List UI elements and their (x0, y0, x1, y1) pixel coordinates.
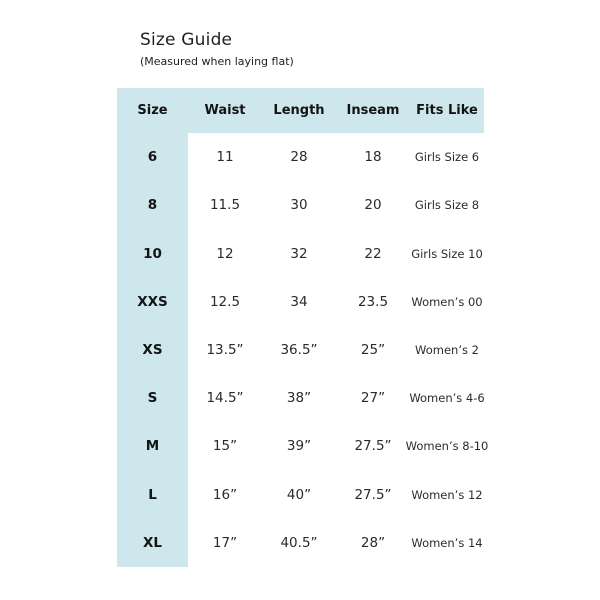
table-cell: 27.5” (336, 422, 410, 471)
table-cell: 40.5” (262, 518, 336, 567)
page-subtitle: (Measured when laying flat) (140, 55, 294, 68)
table-cell: 34 (262, 277, 336, 326)
table-cell: 13.5” (188, 325, 262, 375)
table-cell: 12.5 (188, 277, 262, 326)
table-cell: 25” (336, 325, 410, 375)
size-guide-table: Size Waist Length Inseam Fits Like 6 11 28 18 Gir… (117, 88, 488, 567)
row-label-s: S (117, 374, 188, 423)
table-cell: 23.5 (336, 277, 410, 326)
table-cell: 17” (188, 518, 262, 567)
table-cell: 14.5” (188, 374, 262, 423)
row-label-10: 10 (117, 229, 188, 278)
table-cell: 36.5” (262, 325, 336, 375)
column-header-inseam: Inseam (336, 88, 410, 133)
row-label-8: 8 (117, 181, 188, 230)
table-cell: Girls Size 10 (410, 229, 484, 278)
table-cell: Women’s 4-6 (409, 374, 485, 423)
table-cell: 28” (336, 518, 410, 567)
column-header-fits-like: Fits Like (410, 88, 484, 133)
row-label-m: M (117, 422, 188, 471)
table-cell: 27.5” (336, 470, 410, 519)
column-header-length: Length (262, 88, 336, 133)
table-cell: 12 (188, 229, 262, 278)
table-cell: 22 (336, 229, 410, 278)
table-cell: Women’s 14 (410, 518, 484, 567)
row-label-xl: XL (117, 518, 188, 567)
row-label-l: L (117, 470, 188, 519)
title-block: Size Guide (Measured when laying flat) (140, 30, 294, 68)
table-cell: Women’s 2 (410, 325, 484, 375)
column-header-waist: Waist (188, 88, 262, 133)
row-label-xs: XS (117, 325, 188, 375)
table-cell: Girls Size 6 (410, 133, 484, 182)
table-cell: 11.5 (188, 181, 262, 230)
table-cell: 39” (262, 422, 336, 471)
column-header-size: Size (117, 88, 188, 133)
page-title: Size Guide (140, 30, 233, 50)
table-cell: 20 (336, 181, 410, 230)
table-cell: 28 (262, 133, 336, 182)
row-label-6: 6 (117, 133, 188, 182)
table-cell: 27” (336, 374, 410, 423)
table-cell: 18 (336, 133, 410, 182)
table-cell: 11 (188, 133, 262, 182)
table-cell: 30 (262, 181, 336, 230)
table-cell: Women’s 12 (410, 470, 484, 519)
table-cell: 16” (188, 470, 262, 519)
table-cell: 40” (262, 470, 336, 519)
row-label-xxs: XXS (117, 277, 188, 326)
table-cell: 15” (188, 422, 262, 471)
table-cell: Women’s 8-10 (406, 422, 488, 471)
table-cell: 38” (262, 374, 336, 423)
table-cell: Girls Size 8 (410, 181, 484, 230)
table-cell: 32 (262, 229, 336, 278)
table-cell: Women’s 00 (410, 277, 484, 326)
